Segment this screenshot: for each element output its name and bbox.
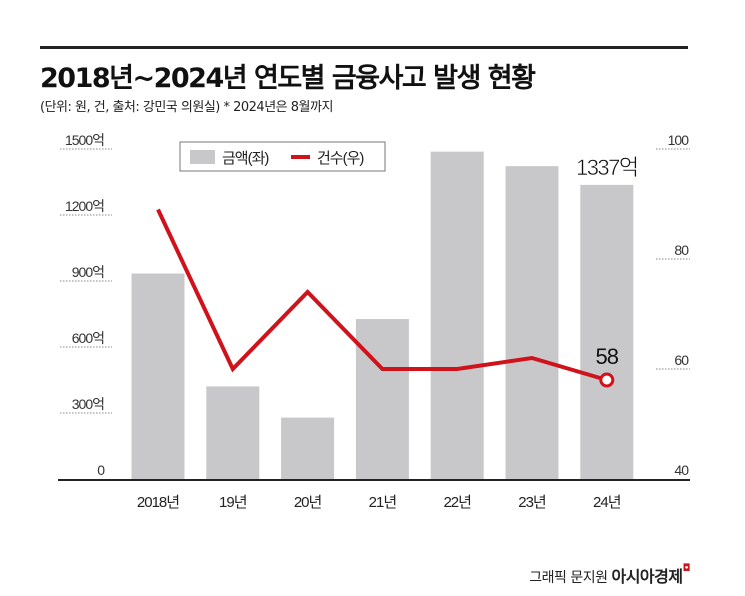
chart-subtitle: (단위: 원, 건, 출처: 강민국 의원실) * 2024년은 8월까지 bbox=[40, 100, 333, 115]
brand-logo-icon: ◘ bbox=[682, 563, 691, 574]
left-tick-label: 1500억 bbox=[65, 132, 104, 148]
bar-2018년 bbox=[131, 273, 185, 479]
x-tick-label: 22년 bbox=[443, 494, 471, 511]
bar-20년 bbox=[281, 417, 335, 479]
left-tick-label: 1200억 bbox=[65, 198, 104, 214]
left-tick-label: 300억 bbox=[72, 396, 104, 412]
line-series-cases bbox=[156, 208, 608, 382]
bar-23년 bbox=[505, 166, 559, 479]
legend-bar-label: 금액(좌) bbox=[222, 150, 269, 167]
left-tick-label: 0 bbox=[97, 462, 105, 478]
bar-22년 bbox=[430, 151, 484, 479]
top-rule bbox=[40, 46, 688, 49]
chart-title: 2018년~2024년 연도별 금융사고 발생 현황 bbox=[40, 63, 536, 94]
left-tick-label: 900억 bbox=[72, 264, 104, 280]
x-tick-label: 23년 bbox=[518, 494, 546, 511]
bar-value-label: 1337억 bbox=[576, 155, 638, 180]
x-tick-label: 2018년 bbox=[137, 494, 179, 511]
right-tick-label: 40 bbox=[674, 462, 689, 478]
line-point-24년 bbox=[599, 372, 615, 388]
left-tick-label: 600억 bbox=[72, 330, 104, 346]
right-tick-label: 100 bbox=[668, 132, 690, 148]
bar-24년 bbox=[580, 184, 634, 480]
credit-text: 그래픽 문지원 bbox=[529, 570, 608, 586]
right-tick-label: 60 bbox=[674, 352, 689, 368]
x-tick-label: 20년 bbox=[294, 494, 322, 511]
legend-line-label: 건수(우) bbox=[317, 150, 364, 167]
footer-credit: 그래픽 문지원 아시아경제◘ bbox=[529, 563, 690, 587]
right-tick-label: 80 bbox=[674, 242, 689, 258]
bar-19년 bbox=[206, 386, 260, 479]
brand-logo-text: 아시아경제 bbox=[611, 567, 683, 586]
x-tick-label: 24년 bbox=[593, 494, 621, 511]
bar-21년 bbox=[355, 319, 409, 479]
line-value-label: 58 bbox=[596, 344, 619, 369]
x-tick-label: 19년 bbox=[219, 494, 247, 511]
x-tick-label: 21년 bbox=[369, 494, 397, 511]
legend-bar-swatch bbox=[190, 150, 215, 164]
